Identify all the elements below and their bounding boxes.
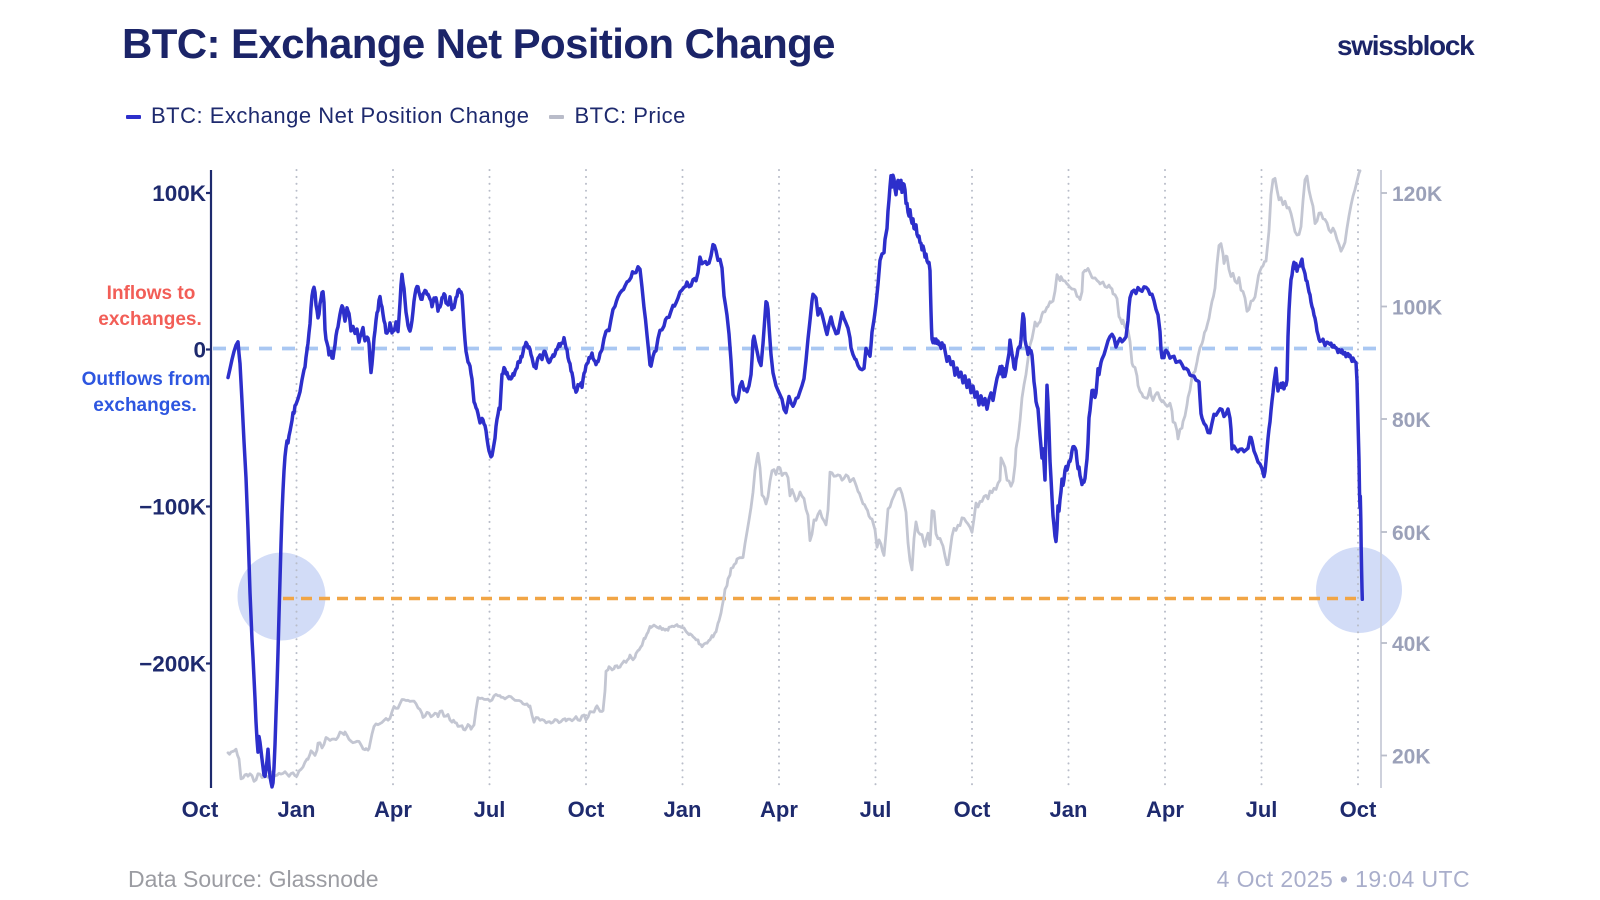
svg-text:20K: 20K bbox=[1392, 746, 1431, 769]
svg-text:Apr: Apr bbox=[760, 797, 798, 822]
svg-text:exchanges.: exchanges. bbox=[98, 309, 202, 330]
svg-text:120K: 120K bbox=[1392, 183, 1442, 206]
svg-text:Oct: Oct bbox=[568, 797, 605, 822]
svg-text:Jan: Jan bbox=[278, 797, 316, 822]
svg-text:Jul: Jul bbox=[474, 797, 506, 822]
svg-text:Oct: Oct bbox=[954, 797, 991, 822]
svg-text:0: 0 bbox=[193, 338, 206, 363]
svg-text:Apr: Apr bbox=[374, 797, 412, 822]
svg-text:100K: 100K bbox=[152, 181, 207, 206]
svg-text:Outflows from: Outflows from bbox=[82, 369, 211, 390]
svg-text:Apr: Apr bbox=[1146, 797, 1184, 822]
svg-text:Oct: Oct bbox=[182, 797, 219, 822]
svg-text:Jul: Jul bbox=[1246, 797, 1278, 822]
svg-text:Oct: Oct bbox=[1340, 797, 1377, 822]
svg-text:Jul: Jul bbox=[860, 797, 892, 822]
svg-text:40K: 40K bbox=[1392, 633, 1431, 656]
svg-text:−200K: −200K bbox=[139, 652, 207, 677]
svg-text:Jan: Jan bbox=[1050, 797, 1088, 822]
svg-text:exchanges.: exchanges. bbox=[93, 395, 197, 416]
svg-text:60K: 60K bbox=[1392, 522, 1431, 545]
svg-text:80K: 80K bbox=[1392, 409, 1431, 432]
svg-text:100K: 100K bbox=[1392, 297, 1442, 320]
svg-text:−100K: −100K bbox=[139, 495, 207, 520]
svg-text:Jan: Jan bbox=[664, 797, 702, 822]
svg-text:Inflows to: Inflows to bbox=[107, 283, 196, 304]
